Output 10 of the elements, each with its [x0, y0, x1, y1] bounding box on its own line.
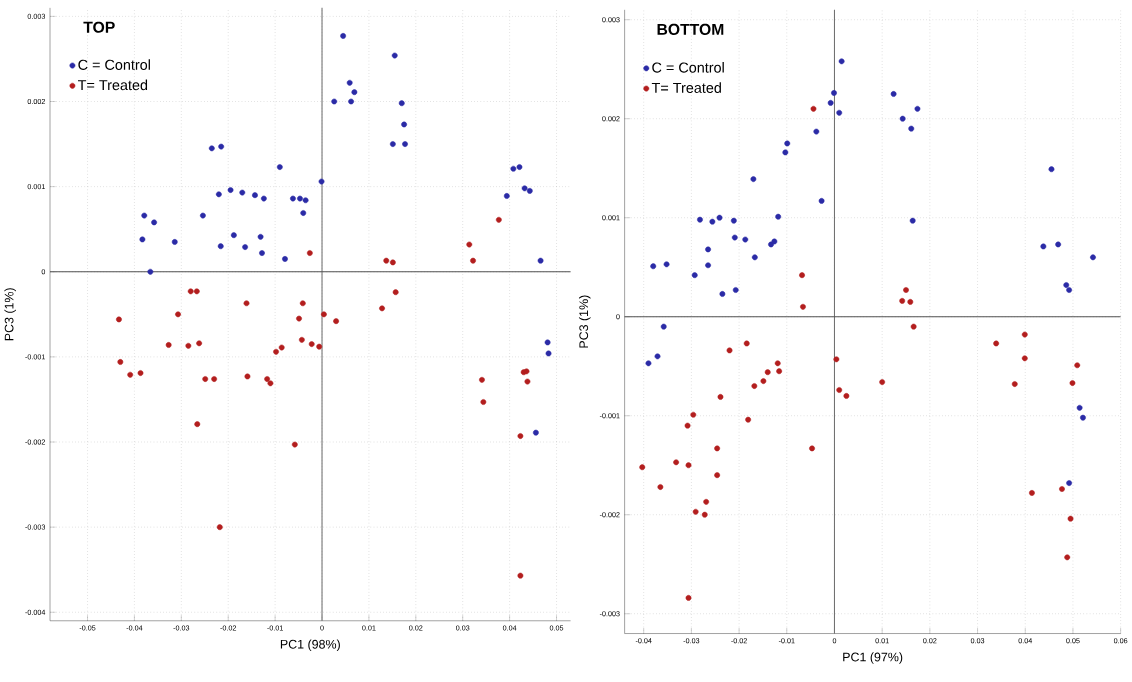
x-axis-title: PC1 (98%): [280, 639, 340, 652]
x-axis-title: PC1 (97%): [843, 652, 903, 664]
legend-label: C = Control: [78, 59, 150, 71]
legend-label: T= Treated: [651, 82, 721, 94]
legend-label: T= Treated: [77, 79, 148, 91]
y-axis-title: PC3 (1%): [4, 288, 16, 341]
y-axis-title: PC3 (1%): [578, 295, 591, 348]
text: TOP: [83, 21, 115, 33]
legend-label: C = Control: [652, 62, 724, 73]
text: BOTTOM: [657, 23, 724, 36]
